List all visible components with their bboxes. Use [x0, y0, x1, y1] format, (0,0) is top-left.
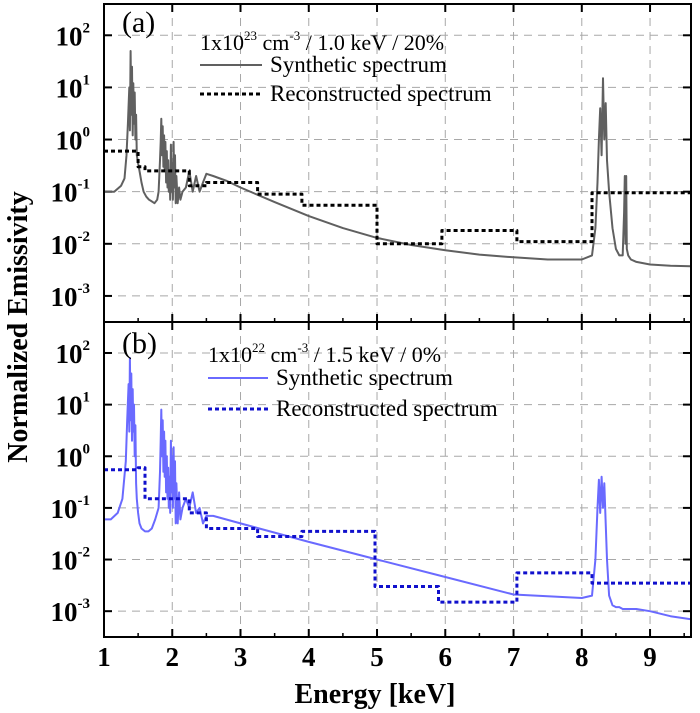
panel-b: 10-3 10-2 10-1 100 101 102 1 2 3 4 5 6 7 8 9 (b) 1x1022 …: [51, 321, 692, 672]
x-tick-label: 3: [234, 642, 248, 672]
y-tick-label: 101: [56, 390, 91, 421]
legend-entry: Synthetic spectrum: [270, 52, 447, 77]
x-axis-label: Energy [keV]: [295, 679, 456, 710]
reconstructed-spectrum-line: [104, 149, 691, 246]
legend-entry: Reconstructed spectrum: [270, 81, 492, 106]
x-tick-label: 5: [370, 642, 384, 672]
y-tick-label: 102: [56, 338, 91, 369]
x-tick-label: 9: [643, 642, 657, 672]
y-tick-label: 10-1: [51, 493, 91, 524]
y-tick-label: 100: [56, 441, 91, 472]
y-tick-label: 10-2: [51, 229, 91, 260]
plot-frame: [103, 321, 692, 638]
y-axis-label: Normalized Emissivity: [3, 191, 34, 462]
reconstructed-spectrum-line: [104, 466, 691, 604]
legend-entry: Reconstructed spectrum: [276, 396, 498, 421]
x-tick-label: 4: [302, 642, 316, 672]
x-tick-label: 2: [166, 642, 180, 672]
y-tick-label: 102: [56, 20, 91, 51]
panel-label: (b): [122, 327, 157, 360]
x-tick-label: 6: [439, 642, 453, 672]
x-tick-label: 7: [507, 642, 521, 672]
y-tick-label: 10-2: [51, 545, 91, 576]
conditions-label: 1x1022 cm-3 / 1.5 keV / 0%: [208, 340, 441, 367]
y-tick-label: 10-1: [51, 177, 91, 208]
y-tick-label: 100: [56, 125, 91, 156]
legend-entry: Synthetic spectrum: [276, 365, 453, 390]
panel-a: 10-3 10-2 10-1 100 101 102 (a) 1x1023 cm-3 / 1.…: [51, 3, 692, 323]
panel-label: (a): [122, 6, 155, 39]
y-tick-label: 10-3: [51, 281, 91, 312]
y-tick-label: 101: [56, 72, 91, 103]
synthetic-spectrum-line: [104, 357, 691, 621]
x-tick-label: 8: [575, 642, 589, 672]
y-tick-label: 10-3: [51, 596, 91, 627]
x-tick-label: 1: [97, 642, 111, 672]
conditions-label: 1x1023 cm-3 / 1.0 keV / 20%: [200, 28, 444, 55]
